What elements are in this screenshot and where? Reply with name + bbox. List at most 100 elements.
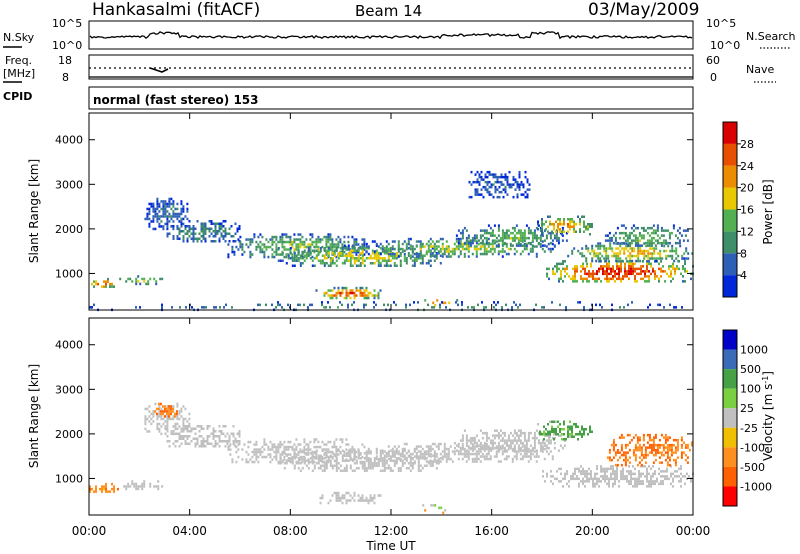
data-cell	[162, 207, 165, 211]
data-cell	[587, 225, 589, 228]
data-cell	[577, 249, 580, 253]
data-cell	[164, 427, 167, 430]
data-cell	[527, 447, 530, 451]
data-cell	[480, 178, 483, 181]
data-cell	[309, 252, 312, 255]
data-cell	[526, 193, 529, 196]
data-cell	[313, 445, 316, 449]
data-cell	[582, 265, 584, 268]
data-cell	[271, 443, 274, 446]
data-cell	[613, 252, 616, 255]
data-cell	[653, 247, 656, 250]
data-cell	[648, 446, 651, 449]
data-cell	[417, 464, 420, 467]
data-cell	[387, 452, 390, 455]
data-cell	[415, 452, 418, 455]
data-cell	[263, 438, 266, 441]
data-cell	[152, 227, 155, 231]
data-cell	[627, 242, 630, 245]
data-cell	[363, 248, 366, 251]
data-cell	[498, 180, 501, 184]
data-cell	[459, 446, 462, 450]
data-cell	[632, 267, 634, 271]
data-cell	[563, 218, 565, 221]
data-cell	[166, 422, 169, 426]
data-cell	[227, 445, 230, 449]
data-cell	[180, 435, 183, 438]
data-cell	[178, 232, 181, 235]
data-cell	[369, 496, 372, 500]
data-cell	[483, 250, 486, 253]
data-cell	[293, 464, 296, 467]
data-cell	[232, 435, 235, 438]
data-cell	[345, 467, 348, 470]
data-cell	[184, 417, 187, 421]
data-cell	[604, 477, 606, 481]
data-cell	[157, 407, 160, 411]
data-cell	[345, 448, 348, 451]
data-cell	[483, 441, 486, 445]
data-cell	[488, 170, 491, 174]
data-cell	[357, 264, 360, 267]
data-cell	[425, 457, 428, 460]
data-cell	[459, 231, 462, 235]
data-cell	[470, 170, 473, 174]
data-cell	[596, 480, 598, 483]
data-cell	[283, 233, 286, 236]
data-cell	[162, 215, 165, 218]
data-cell	[387, 457, 390, 461]
data-cell	[586, 262, 588, 266]
data-cell	[225, 303, 227, 307]
data-cell	[297, 467, 300, 470]
data-cell	[612, 241, 615, 245]
data-cell	[646, 231, 649, 235]
data-cell	[640, 453, 643, 457]
data-cell	[139, 306, 141, 309]
data-cell	[626, 239, 629, 242]
data-cell	[630, 270, 632, 273]
data-cell	[95, 280, 97, 283]
data-cell	[507, 439, 510, 442]
data-cell	[654, 443, 657, 447]
data-cell	[397, 245, 400, 248]
data-cell	[620, 280, 622, 283]
data-cell	[313, 257, 316, 260]
data-cell	[658, 461, 661, 464]
data-cell	[419, 242, 422, 246]
data-cell	[662, 265, 664, 268]
data-cell	[469, 241, 472, 245]
data-cell	[156, 415, 159, 418]
data-cell	[465, 460, 468, 463]
data-cell	[405, 459, 408, 462]
data-cell	[654, 480, 656, 483]
data-cell	[383, 467, 386, 470]
data-cell	[608, 236, 611, 240]
data-cell	[517, 244, 520, 247]
data-cell	[377, 254, 380, 257]
data-cell	[599, 259, 602, 263]
data-cell	[341, 449, 344, 452]
data-cell	[561, 234, 564, 237]
data-cell	[537, 236, 540, 240]
data-cell	[632, 272, 634, 276]
data-cell	[512, 178, 515, 181]
data-cell	[357, 494, 360, 497]
data-cell	[307, 306, 309, 309]
data-cell	[632, 485, 634, 488]
data-cell	[521, 231, 524, 235]
data-cell	[323, 247, 326, 250]
data-cell	[686, 472, 688, 476]
data-cell	[533, 439, 536, 442]
data-cell	[676, 441, 679, 444]
data-cell	[170, 217, 173, 221]
data-cell	[148, 212, 151, 216]
data-cell	[489, 226, 492, 230]
data-cell	[581, 252, 584, 255]
data-cell	[204, 440, 207, 443]
data-cell	[233, 443, 236, 446]
data-cell	[291, 243, 294, 246]
data-cell	[371, 252, 374, 255]
data-cell	[353, 294, 356, 297]
data-cell	[622, 477, 624, 481]
data-cell	[565, 438, 567, 441]
